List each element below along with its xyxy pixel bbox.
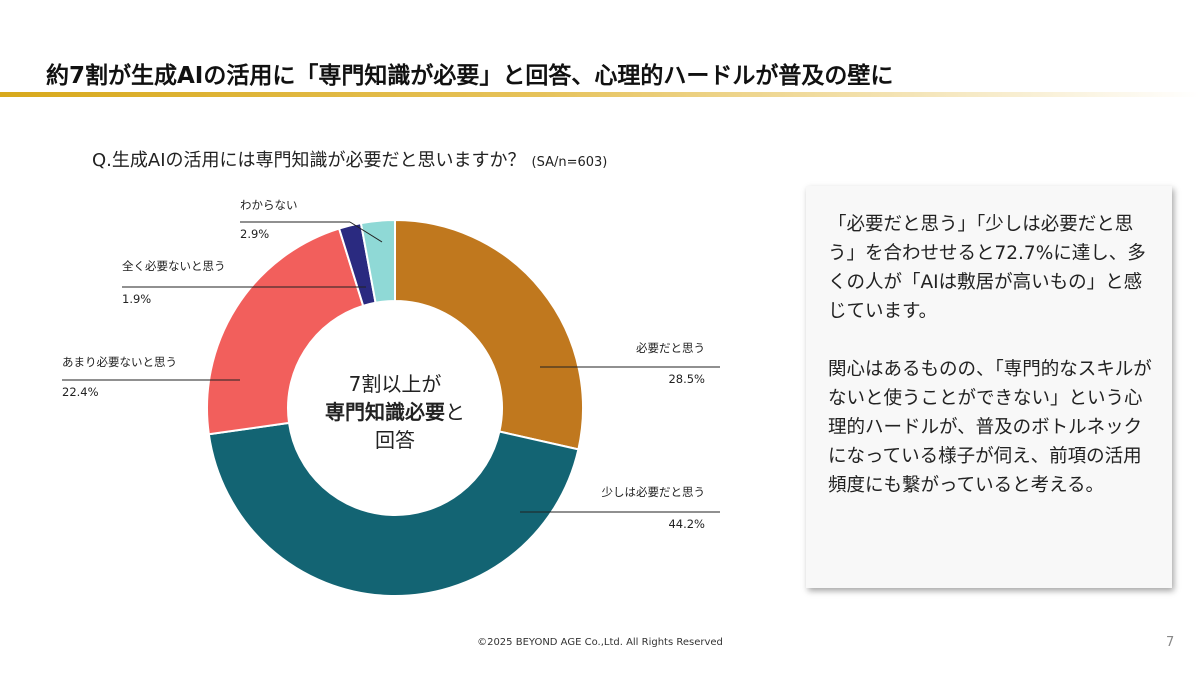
donut-slice xyxy=(206,227,365,436)
category-label: 必要だと思う xyxy=(636,341,705,355)
center-tail: と xyxy=(445,400,465,424)
value-label: 44.2% xyxy=(668,517,705,531)
center-label: 7割以上が 専門知識必要と 回答 xyxy=(305,370,485,454)
copyright: ©2025 BEYOND AGE Co.,Ltd. All Rights Res… xyxy=(477,637,723,648)
center-line: 7割以上が xyxy=(348,372,442,396)
value-label: 28.5% xyxy=(668,372,705,386)
donut-slice xyxy=(394,218,584,451)
value-label: 22.4% xyxy=(62,385,99,399)
title-rule xyxy=(0,92,1200,97)
commentary-paragraph: 「必要だと思う」「少しは必要だと思う」を合わせせると72.7%に達し、多くの人が… xyxy=(828,214,1146,322)
leader-line xyxy=(349,221,383,243)
slide-title: 約7割が生成AIの活用に「専門知識が必要」と回答、心理的ハードルが普及の壁に xyxy=(46,63,894,89)
donut-slice xyxy=(359,218,396,304)
question: Q.生成AIの活用には専門知識が必要だと思いますか？ (SA/n=603) xyxy=(92,146,607,172)
center-bold: 専門知識必要 xyxy=(325,400,445,424)
category-label: 全く必要ないと思う xyxy=(122,259,226,273)
category-label: あまり必要ないと思う xyxy=(62,355,177,369)
center-line: 回答 xyxy=(375,428,415,452)
value-label: 2.9% xyxy=(240,227,269,241)
commentary-box: 「必要だと思う」「少しは必要だと思う」を合わせせると72.7%に達し、多くの人が… xyxy=(806,186,1172,588)
donut-slice xyxy=(207,421,580,597)
page-number: 7 xyxy=(1166,635,1175,650)
category-label: わからない xyxy=(240,198,298,212)
center-line: 専門知識必要と xyxy=(305,398,485,426)
commentary-paragraph: 関心はあるものの、「専門的なスキルがないと使うことができない」という心理的ハード… xyxy=(828,359,1152,496)
value-label: 1.9% xyxy=(122,292,151,306)
sample-note: (SA/n=603) xyxy=(531,155,608,170)
question-text: Q.生成AIの活用には専門知識が必要だと思いますか？ xyxy=(92,150,526,171)
category-label: 少しは必要だと思う xyxy=(602,485,706,499)
